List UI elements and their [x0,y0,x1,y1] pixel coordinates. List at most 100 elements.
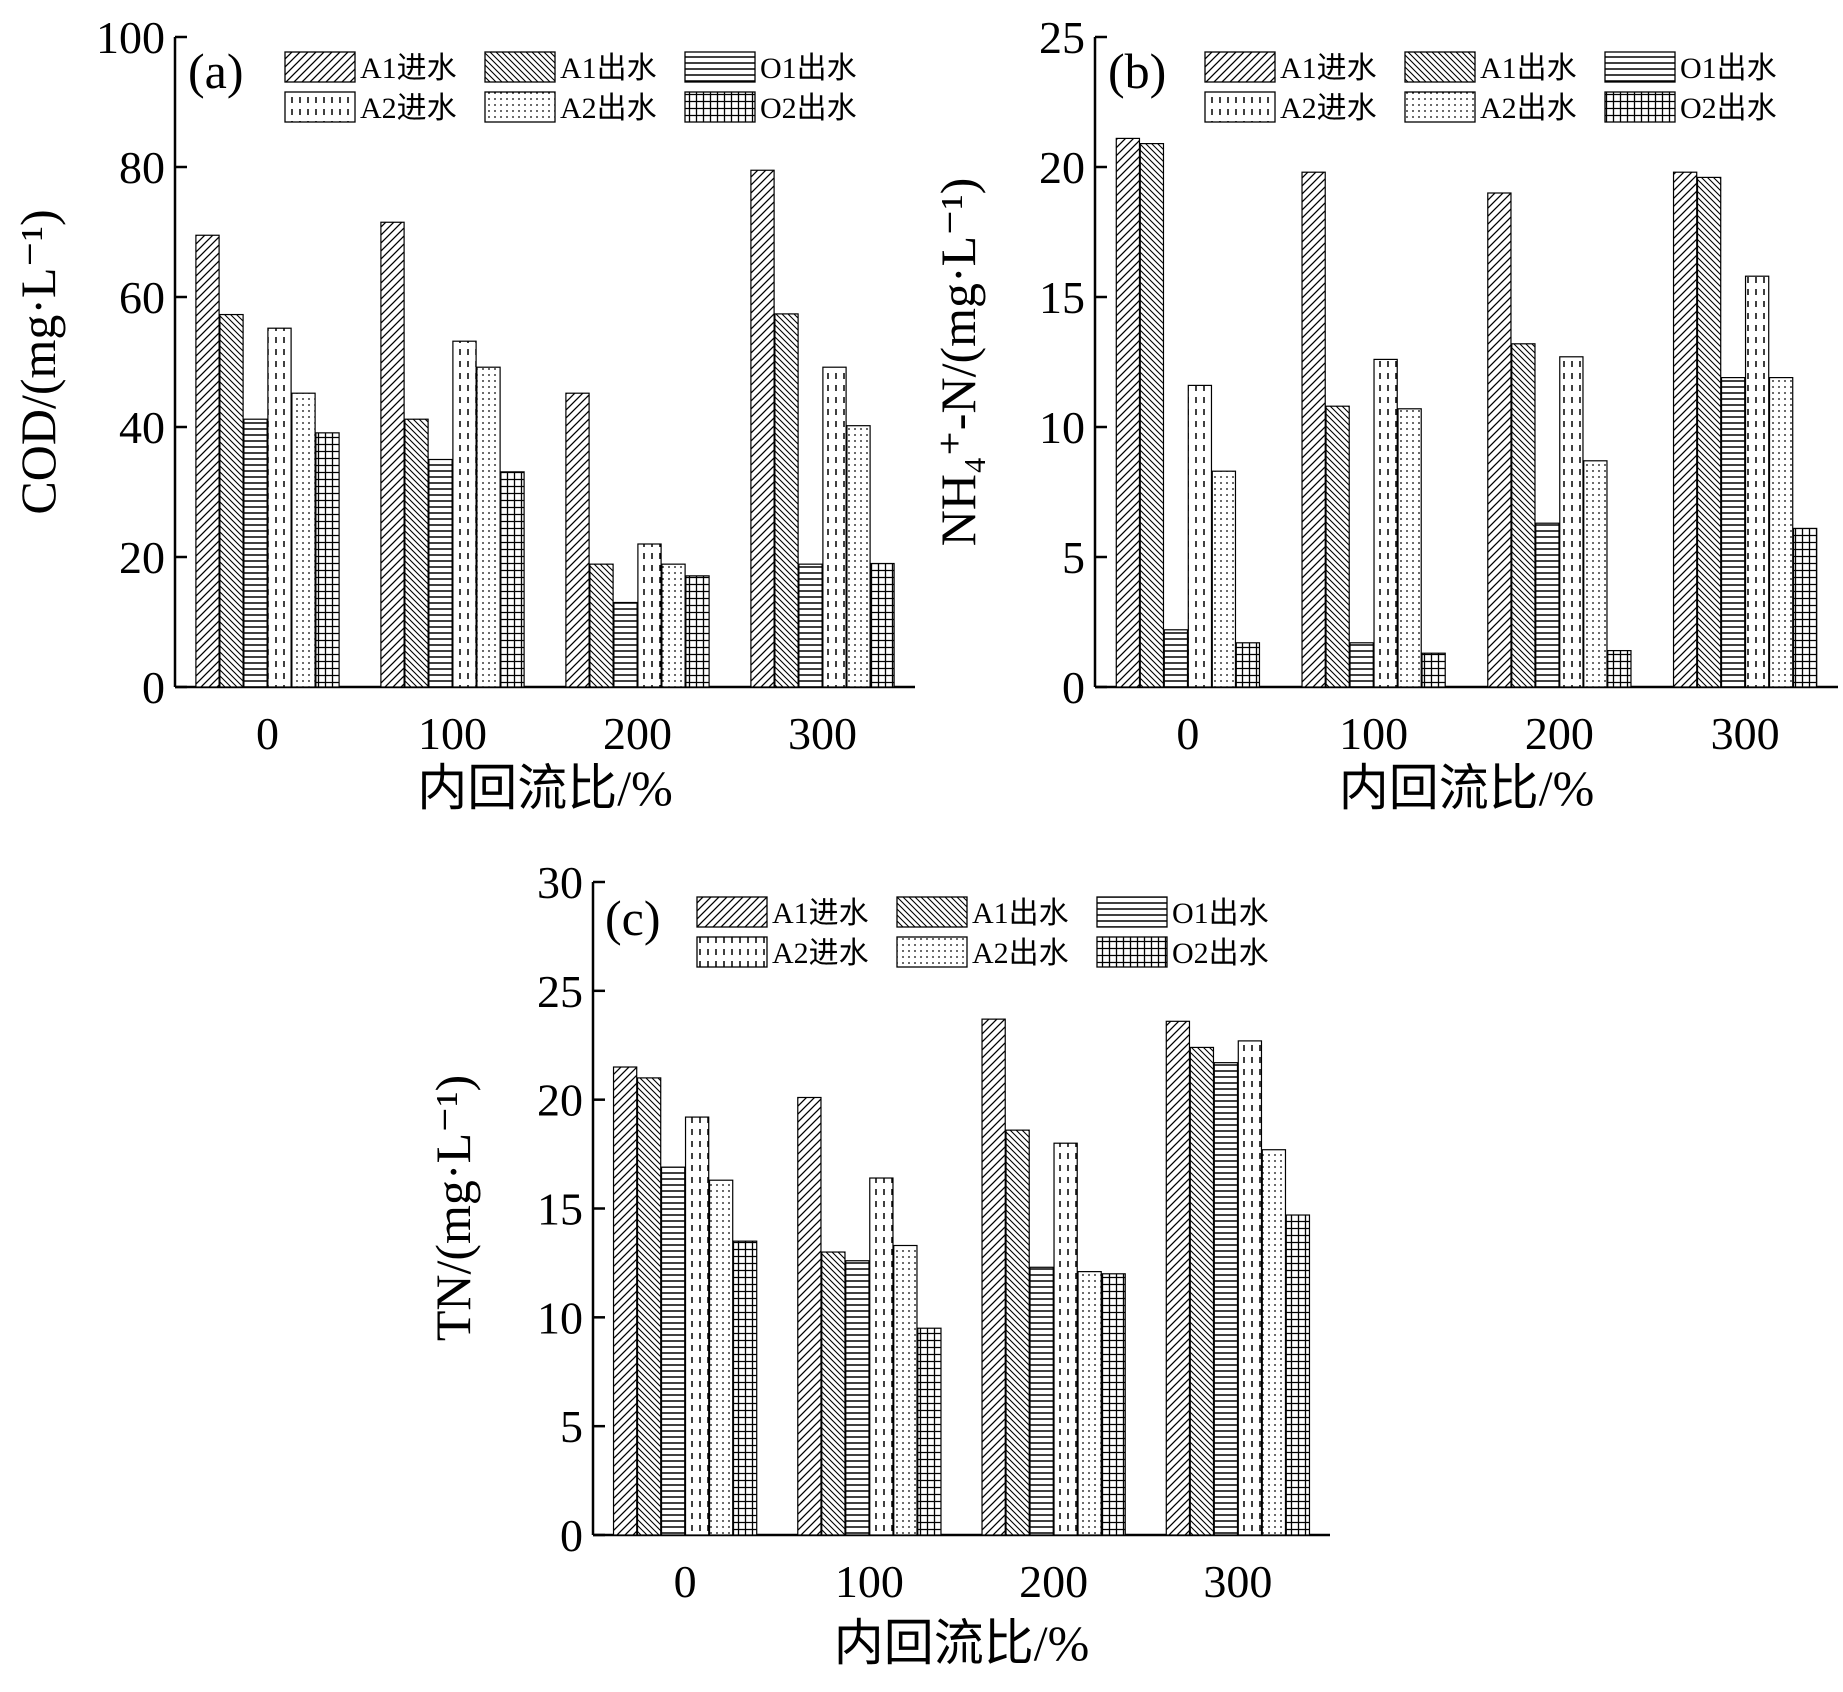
bar-O2出水-300 [1285,1214,1311,1536]
y-tick-label: 0 [1062,662,1085,713]
panel-label: (b) [1108,43,1166,99]
legend-swatch [1204,91,1276,123]
legend-label: A2进水 [360,92,457,125]
x-axis-title: 内回流比/% [834,1615,1090,1671]
bar-A1出水-100 [821,1251,846,1536]
y-tick-label: 15 [537,1184,583,1235]
bar-A2出水-300 [1768,377,1794,688]
bar-A2出水-0 [1211,470,1237,688]
bar-A1出水-300 [774,313,799,688]
bar-A2进水-0 [267,327,292,688]
legend-label: A1进水 [1280,52,1377,85]
legend-label: O1出水 [1680,52,1777,85]
legend-label: A2进水 [772,937,869,970]
legend-label: A1出水 [560,52,657,85]
y-tick-label: 20 [119,532,165,583]
bar-O1出水-0 [1163,629,1189,688]
legend-swatch [1604,91,1676,123]
legend-swatch [1204,51,1276,83]
y-tick-label: 100 [96,12,165,63]
x-tick-label: 200 [1019,1556,1088,1607]
legend-label: A1进水 [772,897,869,930]
bar-A2出水-100 [893,1244,918,1536]
legend-swatch [1604,51,1676,83]
x-axis-title: 内回流比/% [1339,760,1595,816]
y-tick-label: 20 [537,1075,583,1126]
x-tick-label: 200 [603,708,672,759]
bar-A2出水-200 [1077,1271,1102,1536]
y-tick-label: 80 [119,142,165,193]
x-tick-label: 0 [256,708,279,759]
legend: A1进水 A1出水 O1出水 A2进水 A2出水 O2出水 [1204,51,1777,125]
bar-O2出水-0 [315,432,340,688]
bar-A1进水-100 [380,221,405,688]
bar-O2出水-200 [685,575,710,688]
bar-O2出水-100 [1421,652,1446,688]
bar-A2进水-200 [637,543,662,688]
legend-swatch [484,91,556,123]
bar-O2出水-200 [1607,649,1632,688]
legend-label: A2出水 [560,92,657,125]
bar-A1进水-300 [750,169,775,688]
y-tick-label: 10 [537,1292,583,1343]
bar-A1出水-100 [404,418,429,688]
bar-A2进水-100 [452,340,477,688]
bar-A2进水-0 [1187,384,1213,688]
x-tick-label: 300 [1203,1556,1272,1607]
bar-A1出水-200 [1511,343,1536,688]
y-axis-title: TN/(mg·L⁻¹) [425,1075,481,1341]
x-tick-label: 0 [674,1556,697,1607]
y-tick-label: 0 [142,662,165,713]
bar-A2出水-0 [708,1179,734,1536]
bar-O2出水-300 [870,562,895,688]
chart-panel-1: 0 5 10 15 20 25 0 100 200 300 (b) 内回流比/% NH₄⁺-N/(mg·… [930,12,1838,816]
bar-A1出水-100 [1325,405,1350,688]
bar-A2进水-100 [869,1177,894,1536]
bar-A1进水-200 [981,1018,1006,1536]
legend-swatch [284,91,356,123]
legend-label: O1出水 [1172,897,1269,930]
x-tick-label: 200 [1525,708,1594,759]
bar-O1出水-0 [660,1166,686,1536]
bar-A1进水-300 [1672,171,1698,688]
y-tick-label: 25 [1039,12,1085,63]
legend-label: O2出水 [760,92,857,125]
legend-label: A1进水 [360,52,457,85]
y-tick-label: 5 [1062,532,1085,583]
bar-A2进水-0 [684,1116,710,1536]
bar-A1出水-200 [1005,1129,1030,1536]
bar-O2出水-200 [1101,1273,1126,1536]
bar-A1出水-200 [589,563,614,688]
legend-swatch [284,51,356,83]
bar-A2出水-100 [1397,408,1422,688]
legend-label: O2出水 [1172,937,1269,970]
legend-swatch [1404,91,1476,123]
bar-A1进水-100 [1301,171,1326,688]
bar-A1出水-0 [219,313,244,688]
x-tick-label: 300 [788,708,857,759]
bar-A1进水-0 [195,234,220,688]
legend-swatch [896,936,968,968]
bar-O1出水-100 [845,1260,870,1536]
y-tick-label: 60 [119,272,165,323]
bar-A2进水-200 [1559,356,1584,688]
x-axis-title: 内回流比/% [417,760,673,816]
bar-O1出水-200 [613,601,638,688]
y-tick-label: 40 [119,402,165,453]
bar-A2进水-300 [1744,275,1770,688]
bar-A1出水-300 [1696,176,1722,688]
bar-A2出水-300 [1261,1149,1287,1536]
y-axis-title: NH₄⁺-N/(mg·L⁻¹) [930,178,986,546]
legend-swatch [696,896,768,928]
legend-label: A2进水 [1280,92,1377,125]
bar-O2出水-300 [1792,527,1818,688]
legend-label: A1出水 [1480,52,1577,85]
bar-A1进水-300 [1165,1020,1191,1536]
bar-A2出水-300 [846,425,871,688]
bar-A1进水-200 [565,392,590,688]
bar-O1出水-300 [1720,377,1746,688]
panel-label: (a) [188,43,244,99]
bar-O2出水-100 [917,1327,942,1536]
